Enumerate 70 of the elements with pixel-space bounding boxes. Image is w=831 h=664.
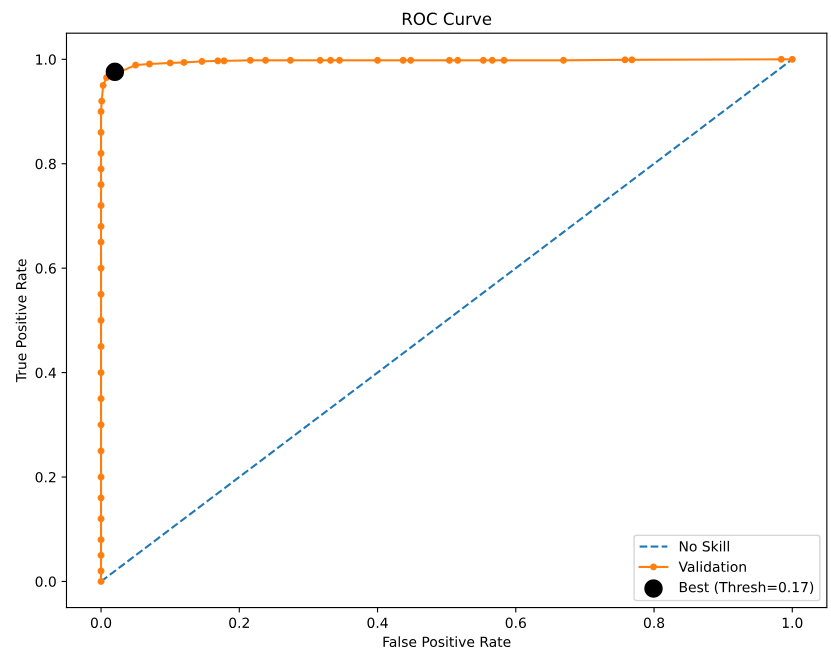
point [98, 165, 105, 172]
point [446, 56, 453, 64]
point [98, 108, 105, 115]
point [98, 264, 105, 272]
point [106, 62, 124, 82]
point [198, 58, 206, 65]
point [132, 62, 140, 69]
point [488, 56, 496, 64]
x-tick-label: 1.0 [782, 618, 802, 628]
point [98, 150, 105, 157]
point [98, 395, 105, 402]
y-tick-label: 0.0 [36, 576, 56, 587]
y-tick-label: 0.2 [36, 472, 56, 482]
point [166, 59, 174, 66]
point [98, 238, 105, 246]
x-tick-label: 0.0 [90, 618, 112, 628]
legend-label: No Skill [680, 540, 729, 552]
point [788, 56, 796, 63]
point [98, 369, 105, 376]
point [560, 56, 567, 64]
point [98, 568, 105, 574]
point [98, 552, 105, 559]
point [98, 536, 105, 544]
point [246, 56, 254, 64]
point [98, 494, 105, 502]
point [480, 56, 487, 64]
point [98, 474, 105, 480]
point [98, 343, 105, 350]
legend-label: Best (Thresh=0.17) [680, 582, 814, 594]
point [98, 316, 105, 324]
point [286, 56, 294, 64]
point [214, 57, 222, 64]
y-tick-label: 1.0 [36, 54, 56, 65]
point [98, 290, 105, 298]
y-tick-label: 0.6 [36, 263, 56, 274]
point [180, 58, 188, 66]
point [316, 56, 324, 64]
point [98, 222, 105, 230]
point [98, 515, 105, 522]
point [220, 57, 228, 64]
point [778, 56, 785, 63]
x-tick-label: 0.6 [506, 618, 526, 628]
x-tick-label: 0.8 [644, 618, 664, 628]
y-tick-label: 0.4 [36, 368, 56, 378]
point [98, 181, 105, 188]
point [100, 82, 107, 89]
point [98, 98, 106, 105]
point [336, 56, 343, 64]
point [98, 578, 105, 585]
point [98, 202, 105, 209]
point [146, 60, 153, 68]
point [98, 447, 105, 454]
point [98, 421, 105, 428]
y-tick-label: 0.8 [36, 158, 56, 170]
point [500, 56, 508, 64]
point [327, 56, 334, 64]
x-tick-label: 0.2 [229, 618, 249, 628]
x-axis-title: False Positive Rate [383, 636, 510, 648]
y-axis-title: True Positive Rate [16, 259, 26, 382]
x-tick-label: 0.4 [367, 618, 388, 628]
chart-title: ROC Curve [402, 12, 492, 26]
point [98, 128, 105, 136]
point [400, 56, 407, 64]
point [262, 56, 270, 64]
point [622, 56, 628, 64]
legend-label: Validation [678, 561, 746, 572]
point [628, 56, 636, 64]
point [454, 56, 462, 64]
point [374, 56, 382, 64]
point [407, 56, 414, 64]
